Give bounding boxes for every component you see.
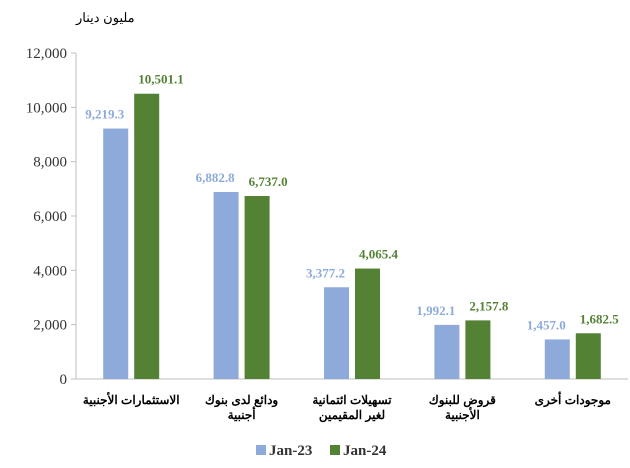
data-label-jan-24: 2,157.8 xyxy=(469,298,509,313)
y-tick-label: 6,000 xyxy=(33,209,67,225)
data-label-jan-23: 9,219.3 xyxy=(85,107,125,122)
bar-jan-23-3 xyxy=(434,324,460,379)
x-category-label: الأجنبية xyxy=(445,407,480,422)
y-tick-label: 10,000 xyxy=(26,100,67,116)
data-label-jan-23: 3,377.2 xyxy=(306,265,345,280)
x-category-label: تسهيلات ائتمانية xyxy=(312,393,392,408)
y-tick-label: 12,000 xyxy=(26,46,67,62)
bar-jan-23-4 xyxy=(544,339,570,379)
bar-jan-24-4 xyxy=(575,333,601,379)
y-tick-label: 4,000 xyxy=(33,263,67,279)
data-label-jan-23: 1,457.0 xyxy=(527,317,566,332)
y-axis-unit-label: مليون دينار xyxy=(76,10,135,25)
y-tick-label: 0 xyxy=(60,372,68,388)
data-label-jan-24: 1,682.5 xyxy=(580,311,620,326)
x-category-label: لغير المقيمين xyxy=(319,408,385,423)
bar-jan-24-1 xyxy=(244,195,270,379)
data-label-jan-24: 4,065.4 xyxy=(359,247,399,262)
legend-swatch-jan-23 xyxy=(256,445,266,455)
bar-jan-23-0 xyxy=(103,128,129,379)
data-label-jan-23: 6,882.8 xyxy=(196,170,236,185)
x-category-label: أجنبية xyxy=(228,407,256,422)
x-category-label: قروض للبنوك xyxy=(429,393,496,408)
y-tick-label: 8,000 xyxy=(33,155,67,171)
x-category-label: موجودات أخرى xyxy=(535,392,611,408)
bar-jan-23-1 xyxy=(213,192,239,379)
legend-swatch-jan-24 xyxy=(330,445,340,455)
data-label-jan-24: 10,501.1 xyxy=(138,72,184,87)
legend-label-jan-24: Jan-24 xyxy=(343,443,387,459)
legend-label-jan-23: Jan-23 xyxy=(269,443,312,459)
bar-jan-24-2 xyxy=(355,268,380,379)
bar-jan-23-2 xyxy=(324,287,349,379)
x-category-label: الاستثمارات الأجنبية xyxy=(83,392,180,408)
bar-jan-24-0 xyxy=(134,93,160,379)
bar-jan-24-3 xyxy=(465,320,491,379)
data-label-jan-23: 1,992.1 xyxy=(416,303,455,318)
x-category-label: ودائع لدى بنوك xyxy=(205,393,278,408)
data-label-jan-24: 6,737.0 xyxy=(249,174,288,189)
y-tick-label: 2,000 xyxy=(33,318,67,334)
